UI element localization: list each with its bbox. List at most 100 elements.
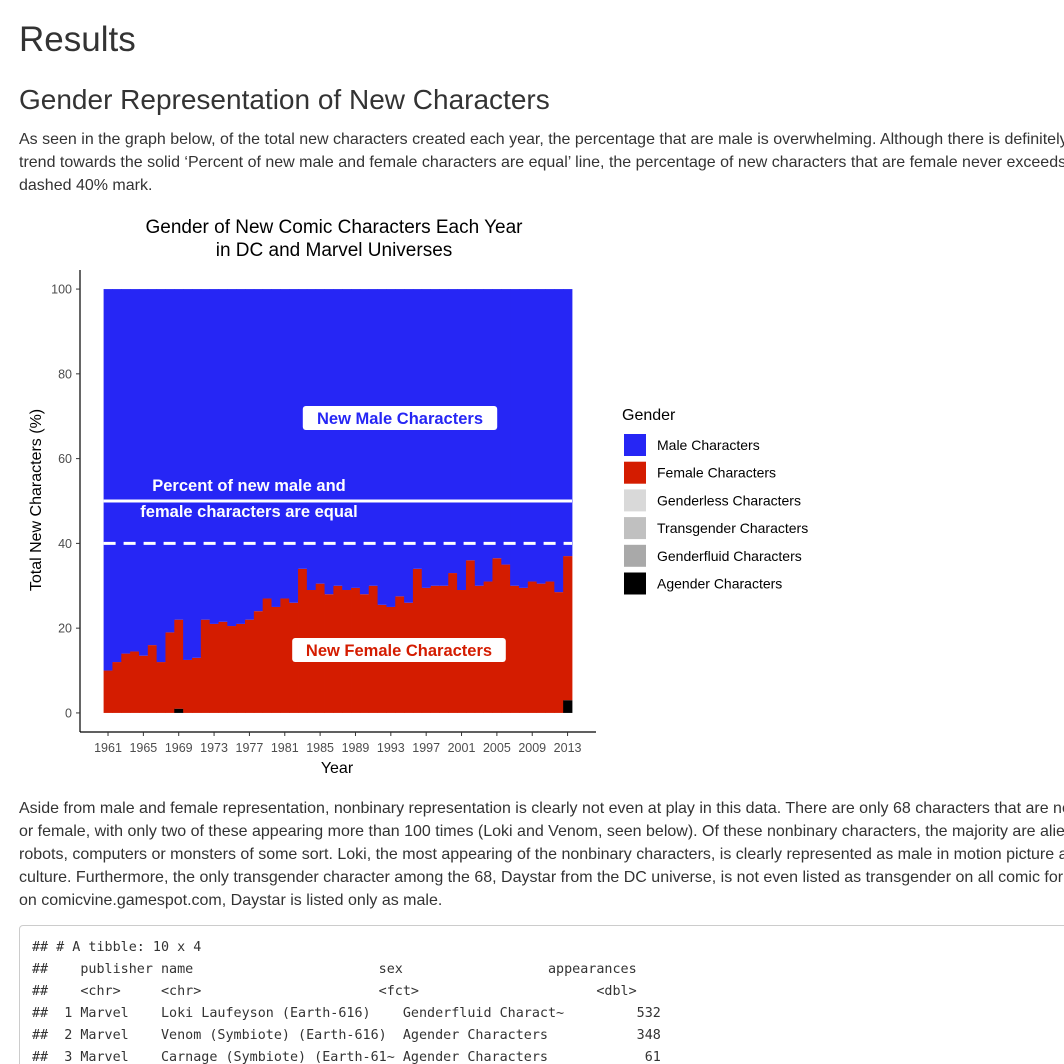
code-output: ## # A tibble: 10 x 4 ## publisher name s…: [32, 937, 1064, 1064]
code-line: ## 2 Marvel Venom (Symbiote) (Earth-616)…: [32, 1028, 661, 1043]
x-tick-label: 1989: [342, 741, 370, 755]
x-tick-label: 1965: [129, 741, 157, 755]
bar-segment: [271, 289, 281, 607]
legend-label: Male Characters: [657, 437, 760, 453]
bar-segment: [165, 632, 175, 713]
bar-segment: [245, 619, 255, 713]
bar-segment: [457, 289, 467, 591]
bar-segment: [386, 289, 396, 607]
x-tick-label: 2005: [483, 741, 511, 755]
bar-segment: [209, 623, 219, 713]
bar-segment: [227, 626, 237, 713]
bar-segment: [253, 611, 264, 713]
bar-segment: [209, 289, 219, 624]
legend-label: Transgender Characters: [657, 520, 808, 536]
bar-segment: [121, 289, 131, 654]
bar-segment: [174, 619, 184, 709]
x-tick-label: 1997: [412, 741, 440, 755]
bar-segment: [545, 289, 555, 582]
bar-segment: [236, 289, 246, 624]
paragraph: As seen in the graph below, of the total…: [19, 131, 1064, 194]
bar-segment: [563, 556, 573, 701]
bar-segment: [156, 289, 166, 663]
bar-segment: [342, 289, 352, 591]
legend-swatch: [624, 461, 646, 484]
bar-segment: [554, 289, 564, 593]
bar-segment: [218, 621, 228, 713]
bar-segment: [147, 645, 158, 713]
chart-title: in DC and Marvel Universes: [216, 240, 453, 261]
bar-segment: [404, 289, 414, 603]
bar-segment: [306, 289, 317, 591]
bar-segment: [510, 289, 520, 586]
bar-segment: [536, 289, 546, 584]
legend-swatch: [624, 489, 646, 512]
paragraph: Aside from male and female representatio…: [19, 800, 1064, 909]
bar-segment: [421, 289, 431, 588]
x-tick-label: 1961: [94, 741, 122, 755]
y-tick-label: 100: [51, 283, 72, 297]
bar-segment: [324, 289, 334, 595]
x-tick-label: 1977: [236, 741, 264, 755]
bar-segment: [536, 583, 546, 713]
annotation-box: [302, 406, 498, 430]
bar-segment: [271, 606, 281, 713]
code-line: ## <chr> <chr> <fct> <dbl>: [32, 984, 637, 999]
bar-segment: [218, 289, 228, 622]
section-title: Gender Representation of New Characters: [19, 84, 550, 115]
bar-segment: [121, 653, 131, 713]
bar-segment: [112, 289, 122, 663]
bar-segment: [430, 289, 440, 586]
x-tick-label: 1981: [271, 741, 299, 755]
bar-segment: [368, 289, 378, 586]
legend-label: Genderless Characters: [657, 492, 801, 508]
code-line: ## # A tibble: 10 x 4: [32, 940, 202, 955]
annotation-box: [292, 638, 506, 662]
bar-segment: [280, 289, 290, 599]
legend-swatch: [624, 544, 646, 567]
bar-segment: [103, 289, 113, 671]
bar-segment: [183, 289, 193, 660]
legend-label: Female Characters: [657, 465, 776, 481]
legend-swatch: [624, 572, 646, 595]
chart: Gender of New Comic Characters Each Year…: [28, 217, 808, 777]
code-block: ## # A tibble: 10 x 4 ## publisher name s…: [19, 925, 1064, 1064]
chart-title: Gender of New Comic Characters Each Year: [145, 217, 523, 238]
code-line: ## publisher name sex appearances: [32, 962, 637, 977]
annotation: New Male Characters: [317, 410, 483, 428]
bar-segment: [165, 289, 175, 633]
y-tick-label: 60: [58, 452, 72, 466]
bar-segment: [138, 289, 149, 656]
bar-segment: [518, 289, 529, 588]
y-axis-label: Total New Characters (%): [28, 409, 45, 591]
bar-segment: [245, 289, 255, 620]
legend-title: Gender: [622, 407, 676, 424]
bar-segment: [200, 619, 211, 713]
bar-segment: [280, 598, 290, 713]
bar-segment: [439, 289, 449, 586]
bar-segment: [253, 289, 264, 612]
bar-segment: [156, 662, 166, 713]
bar-segment: [289, 289, 299, 603]
bar-segment: [138, 655, 149, 713]
bar-segment: [200, 289, 211, 620]
annotation: Percent of new male and: [152, 477, 345, 495]
bar-segment: [483, 289, 493, 582]
bar-segment: [474, 289, 485, 586]
x-tick-label: 1993: [377, 741, 405, 755]
x-tick-label: 2013: [554, 741, 582, 755]
bar-segment: [465, 560, 476, 713]
legend-swatch: [624, 517, 646, 540]
bar-segment: [227, 289, 237, 627]
bar-segment: [501, 564, 511, 713]
bar-segment: [174, 289, 184, 620]
bar-segment: [333, 289, 343, 586]
bar-segment: [518, 587, 529, 713]
bar-segment: [527, 289, 538, 582]
bar-segment: [359, 289, 370, 595]
legend-label: Genderfluid Characters: [657, 548, 802, 564]
bar-segment: [554, 592, 564, 713]
x-tick-label: 2009: [518, 741, 546, 755]
y-tick-label: 20: [58, 622, 72, 636]
